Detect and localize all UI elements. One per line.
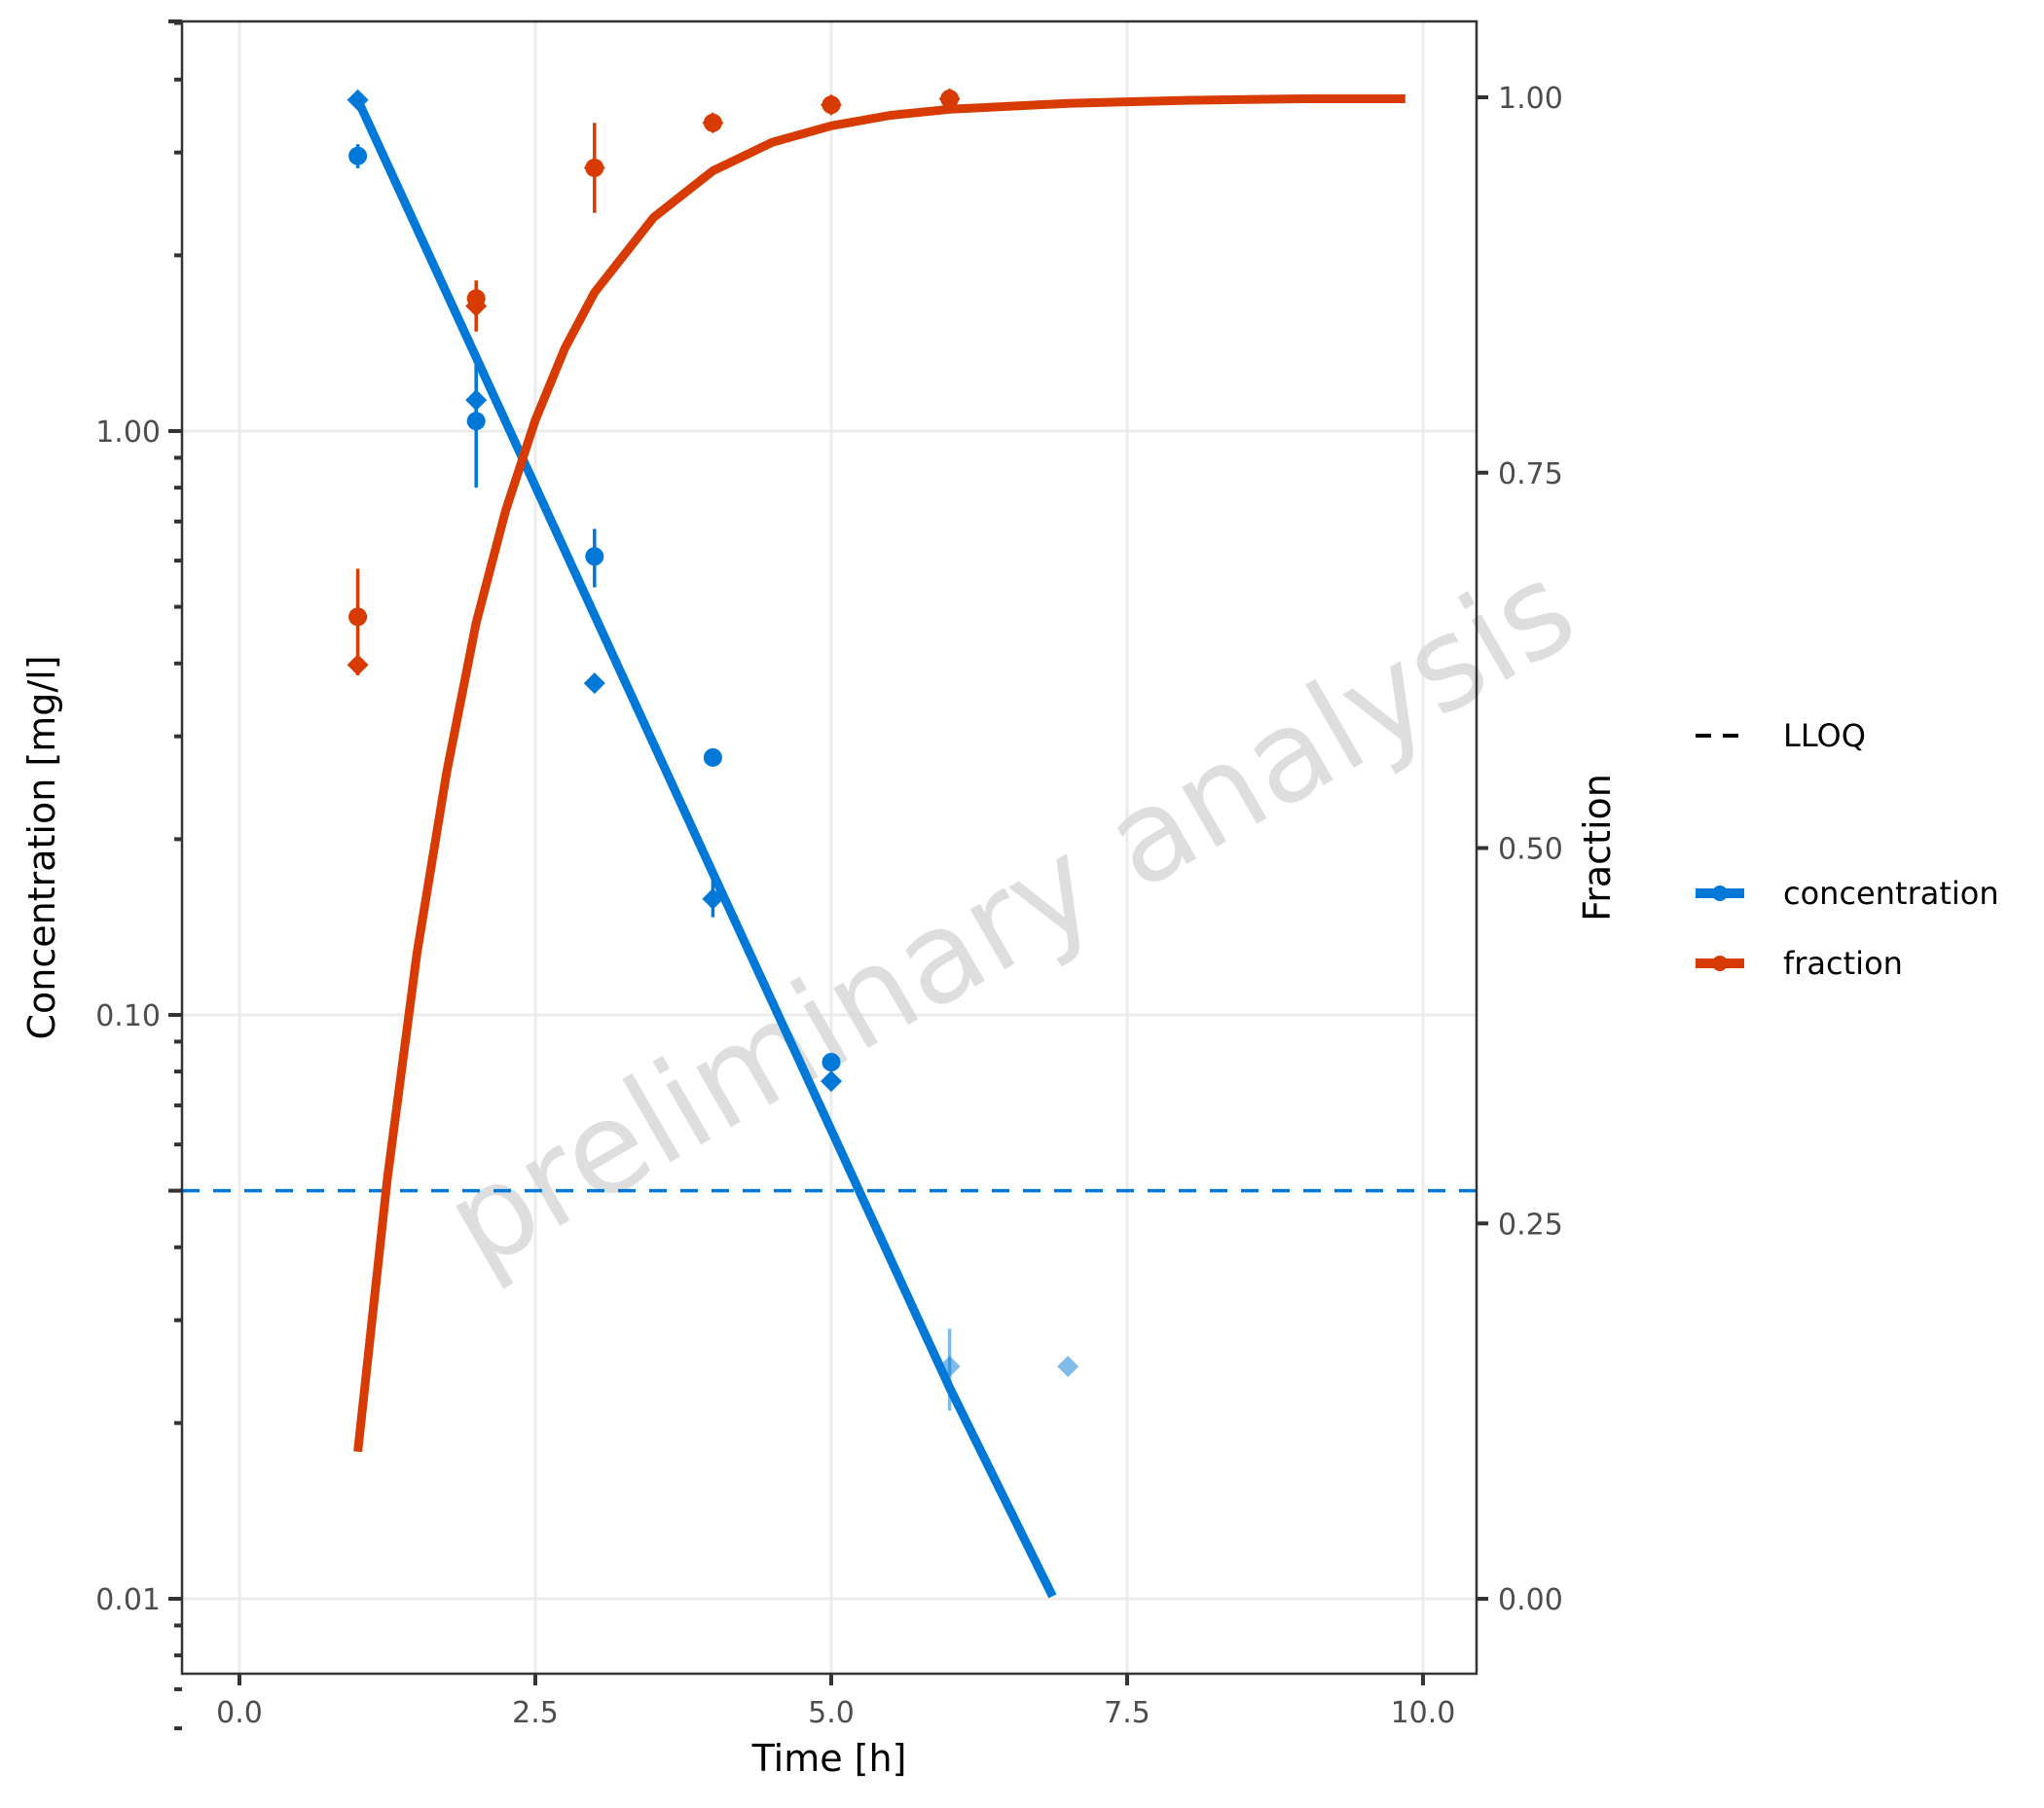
axes: 0.0 2.5 5.0 7.5 10.0 1.00 0.10 0.01 1.00 0.75 0.50… [95,19,1563,1731]
data-point-circle [348,607,368,627]
x-tick-label: 10.0 [1391,1696,1456,1730]
data-point-circle [703,747,722,767]
data-point-diamond [702,112,724,134]
legend-label-lloq: LLOQ [1783,717,1866,754]
y-right-tick-label: 0.00 [1498,1583,1563,1617]
point-icon [1712,886,1728,901]
y-axis-title: Concentration [mg/l] [20,655,63,1039]
data-point-diamond [347,654,369,676]
data-point-diamond [1057,1356,1079,1378]
y-right-tick-label: 0.25 [1498,1208,1563,1242]
data-point-diamond [465,295,488,317]
x-tick-label: 0.0 [216,1696,263,1730]
x-axis-title: Time [h] [751,1737,907,1780]
point-icon [1712,956,1728,971]
legend-label-concentration: concentration [1783,875,1999,912]
y-right-tick-label: 1.00 [1498,82,1563,116]
data-point-diamond [702,887,724,910]
y-axis-right-title: Fraction [1576,774,1619,922]
data-point-diamond [938,88,961,110]
x-tick-label: 2.5 [512,1696,559,1730]
data-point-diamond [347,89,369,111]
data-point-circle [585,547,604,566]
legend-item-concentration: concentration [1696,875,1999,912]
y-right-tick-label: 0.75 [1498,457,1563,491]
legend-item-lloq: LLOQ [1696,717,1866,754]
data-point-diamond [821,1070,842,1093]
data-point-circle [821,1053,841,1072]
data-point-diamond [821,93,842,116]
grid-lines [182,21,1477,1674]
data-points [347,88,1079,1411]
fit-line [353,94,1405,1453]
x-tick-label: 7.5 [1104,1696,1150,1730]
data-point-diamond [583,157,605,179]
plot-panel [182,21,1477,1674]
y-tick-label: 0.10 [95,999,161,1033]
y-right-tick-label: 0.50 [1498,833,1563,867]
legend-label-fraction: fraction [1783,945,1903,982]
data-point-diamond [583,672,605,695]
x-tick-label: 5.0 [808,1696,855,1730]
data-point-circle [348,146,368,165]
legend-item-fraction: fraction [1696,945,1903,982]
data-point-diamond [465,389,488,412]
data-point-diamond [938,1356,961,1378]
legend: LLOQ concentration fraction [1696,717,1999,982]
y-tick-label: 1.00 [95,416,161,450]
y-tick-label: 0.01 [95,1583,161,1617]
